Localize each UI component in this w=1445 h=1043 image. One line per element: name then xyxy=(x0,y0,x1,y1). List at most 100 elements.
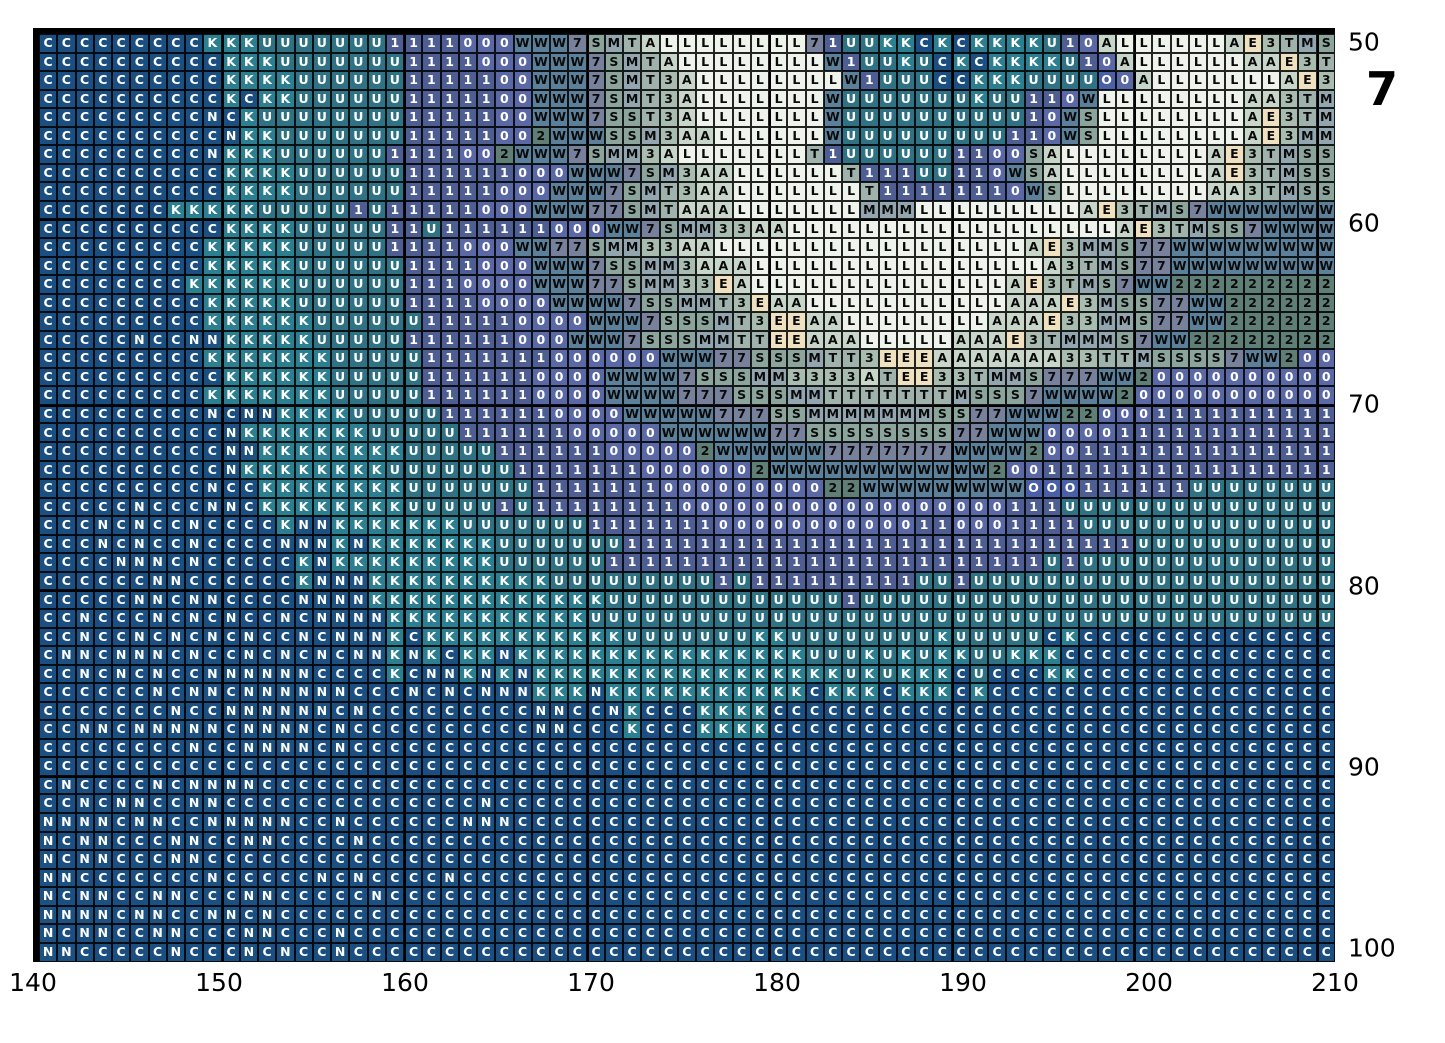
heatmap-cell: N xyxy=(185,516,204,535)
heatmap-cell: C xyxy=(604,850,623,869)
heatmap-cell: C xyxy=(458,868,477,888)
heatmap-cell: C xyxy=(732,812,751,832)
heatmap-cell: L xyxy=(787,89,806,109)
heatmap-cell: L xyxy=(787,275,806,294)
heatmap-cell: U xyxy=(696,627,715,647)
heatmap-cell: U xyxy=(495,534,514,554)
heatmap-cell: C xyxy=(787,887,806,906)
heatmap-cell: C xyxy=(1097,720,1116,739)
heatmap-cell: C xyxy=(495,868,514,888)
heatmap-cell: C xyxy=(312,757,331,776)
heatmap-cell: C xyxy=(1097,738,1116,758)
heatmap-cell: C xyxy=(1188,701,1207,721)
heatmap-cell: K xyxy=(896,52,915,72)
heatmap-cell: C xyxy=(75,442,94,461)
heatmap-cell: K xyxy=(221,145,240,164)
heatmap-cell: W xyxy=(750,423,769,443)
heatmap-cell: 1 xyxy=(1061,516,1080,535)
heatmap-cell: N xyxy=(185,683,204,702)
heatmap-cell: 7 xyxy=(969,423,988,443)
heatmap-cell: U xyxy=(1006,627,1025,647)
heatmap-cell: C xyxy=(641,850,660,869)
heatmap-cell: K xyxy=(440,534,459,554)
heatmap-cell: M xyxy=(1061,330,1080,350)
heatmap-cell: K xyxy=(276,367,295,387)
heatmap-cell: C xyxy=(1115,664,1134,684)
heatmap-cell: S xyxy=(1024,163,1043,183)
heatmap-cell: C xyxy=(641,942,660,962)
heatmap-cell: C xyxy=(1152,646,1171,665)
heatmap-cell: 1 xyxy=(659,497,678,517)
heatmap-cell: L xyxy=(732,200,751,220)
heatmap-cell: C xyxy=(878,868,897,888)
heatmap-cell: E xyxy=(878,349,897,368)
heatmap-cell: U xyxy=(1061,497,1080,517)
heatmap-cell: W xyxy=(1061,108,1080,127)
heatmap-cell: K xyxy=(294,386,313,405)
heatmap-cell: S xyxy=(1115,293,1134,313)
heatmap-cell: C xyxy=(185,293,204,313)
heatmap-cell: T xyxy=(823,386,842,405)
heatmap-cell: 0 xyxy=(860,516,879,535)
heatmap-cell: A xyxy=(1243,126,1262,146)
heatmap-cell: 7 xyxy=(623,293,642,313)
heatmap-cell: C xyxy=(166,312,185,331)
heatmap-cell: K xyxy=(604,627,623,647)
heatmap-cell: 1 xyxy=(1134,423,1153,443)
heatmap-cell: U xyxy=(915,71,934,90)
heatmap-cell: U xyxy=(550,571,569,591)
heatmap-cell: W xyxy=(1152,330,1171,350)
heatmap-cell: C xyxy=(477,757,496,776)
heatmap-cell: K xyxy=(659,664,678,684)
heatmap-cell: 0 xyxy=(1170,386,1189,405)
heatmap-cell: N xyxy=(276,942,295,962)
heatmap-cell: C xyxy=(1024,683,1043,702)
heatmap-cell: L xyxy=(933,238,952,257)
heatmap-cell: K xyxy=(677,683,696,702)
heatmap-cell: C xyxy=(1152,775,1171,795)
heatmap-cell: C xyxy=(148,534,167,554)
heatmap-cell: C xyxy=(130,89,149,109)
heatmap-cell: C xyxy=(166,516,185,535)
heatmap-cell: U xyxy=(458,497,477,517)
heatmap-cell: K xyxy=(878,34,897,53)
heatmap-cell: S xyxy=(787,404,806,424)
heatmap-cell: C xyxy=(166,238,185,257)
heatmap-cell: C xyxy=(1207,683,1226,702)
heatmap-cell: 1 xyxy=(988,534,1007,554)
heatmap-cell: 1 xyxy=(440,256,459,276)
heatmap-cell: 0 xyxy=(842,497,861,517)
heatmap-cell: U xyxy=(349,145,368,164)
heatmap-cell: W xyxy=(623,312,642,331)
heatmap-cell: U xyxy=(1115,553,1134,572)
heatmap-cell: U xyxy=(1115,571,1134,591)
heatmap-cell: U xyxy=(1316,497,1335,517)
heatmap-cell: C xyxy=(404,868,423,888)
heatmap-cell: C xyxy=(787,794,806,813)
heatmap-cell: C xyxy=(1261,887,1280,906)
heatmap-cell: C xyxy=(440,942,459,962)
heatmap-cell: K xyxy=(422,571,441,591)
heatmap-cell: A xyxy=(1042,349,1061,368)
heatmap-cell: 1 xyxy=(951,163,970,183)
heatmap-cell: K xyxy=(203,293,222,313)
heatmap-cell: 0 xyxy=(531,330,550,350)
heatmap-cell: K xyxy=(294,312,313,331)
heatmap-cell: W xyxy=(568,108,587,127)
heatmap-cell: C xyxy=(440,794,459,813)
heatmap-cell: C xyxy=(221,479,240,498)
heatmap-cell: M xyxy=(641,126,660,146)
heatmap-cell: U xyxy=(367,386,386,405)
panel-label: 7 xyxy=(1366,62,1399,116)
heatmap-cell: A xyxy=(805,330,824,350)
heatmap-cell: U xyxy=(367,34,386,53)
heatmap-cell: C xyxy=(732,775,751,795)
heatmap-cell: L xyxy=(732,89,751,109)
heatmap-cell: C xyxy=(404,757,423,776)
heatmap-cell: C xyxy=(203,608,222,628)
heatmap-cell: C xyxy=(239,905,258,925)
heatmap-cell: 1 xyxy=(933,553,952,572)
heatmap-cell: L xyxy=(750,275,769,294)
heatmap-cell: U xyxy=(531,553,550,572)
